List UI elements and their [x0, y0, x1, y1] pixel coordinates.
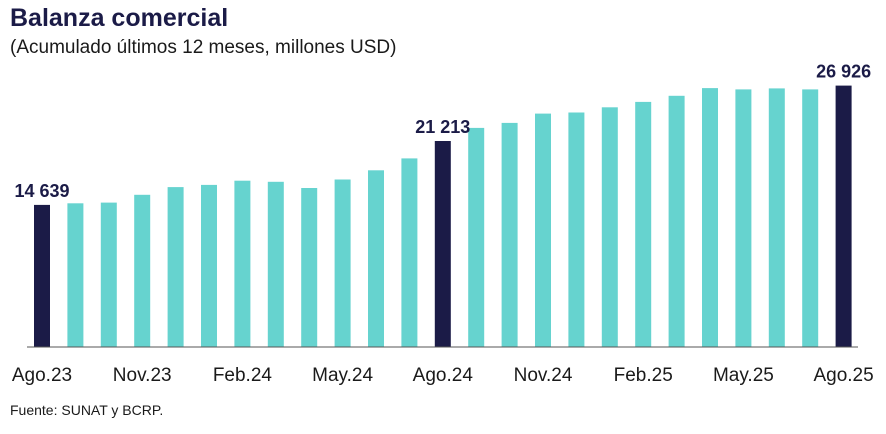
chart-title: Balanza comercial — [10, 4, 229, 32]
x-tick-label: Nov.23 — [113, 365, 172, 386]
bar-dic-24 — [568, 112, 585, 347]
bar-sep-24 — [468, 127, 485, 348]
bar-mar-25 — [668, 95, 685, 347]
data-label: 21 213 — [415, 117, 470, 137]
x-tick-label: May.25 — [713, 365, 774, 386]
bar-may-25 — [735, 89, 752, 348]
bar-feb-24 — [234, 180, 251, 347]
bar-mar-24 — [267, 181, 284, 347]
source-note: Fuente: SUNAT y BCRP. — [10, 402, 164, 418]
chart-subtitle: (Acumulado últimos 12 meses, millones US… — [10, 37, 397, 58]
bar-ago-25 — [835, 85, 852, 347]
bar-nov-24 — [535, 113, 551, 347]
data-labels: 14 639 21 213 26 926 — [14, 62, 871, 201]
bar-ago-24 — [434, 141, 451, 347]
bar-abr-24 — [301, 188, 318, 347]
x-tick-label: Ago.24 — [413, 365, 474, 386]
bars-group — [34, 85, 852, 348]
bar-oct-24 — [501, 122, 518, 348]
bar-nov-23 — [134, 194, 151, 347]
bar-jun-25 — [768, 88, 785, 348]
x-tick-label: Feb.24 — [213, 365, 273, 386]
bar-abr-25 — [702, 88, 718, 347]
bar-oct-23 — [100, 202, 117, 347]
x-tick-label: Ago.23 — [12, 365, 72, 386]
x-tick-labels: Ago.23 Nov.23 Feb.24 May.24 Ago.24 Nov.24 Feb.… — [12, 365, 874, 386]
x-tick-label: Nov.24 — [514, 365, 573, 386]
x-tick-label: Ago.25 — [813, 365, 873, 386]
bar-dic-23 — [167, 187, 184, 347]
bar-may-24 — [334, 179, 351, 347]
bar-feb-25 — [635, 101, 652, 348]
bar-sep-23 — [67, 203, 84, 347]
bar-jul-25 — [802, 89, 819, 348]
x-tick-label: Feb.25 — [614, 365, 673, 386]
bar-ene-25 — [601, 107, 618, 347]
x-tick-label: May.24 — [312, 365, 373, 386]
data-label: 14 639 — [14, 181, 69, 201]
bar-ene-24 — [201, 184, 217, 347]
data-label: 26 926 — [816, 62, 871, 82]
bar-jul-24 — [401, 158, 418, 347]
bar-jun-24 — [368, 170, 384, 347]
bar-ago-23 — [34, 204, 50, 347]
